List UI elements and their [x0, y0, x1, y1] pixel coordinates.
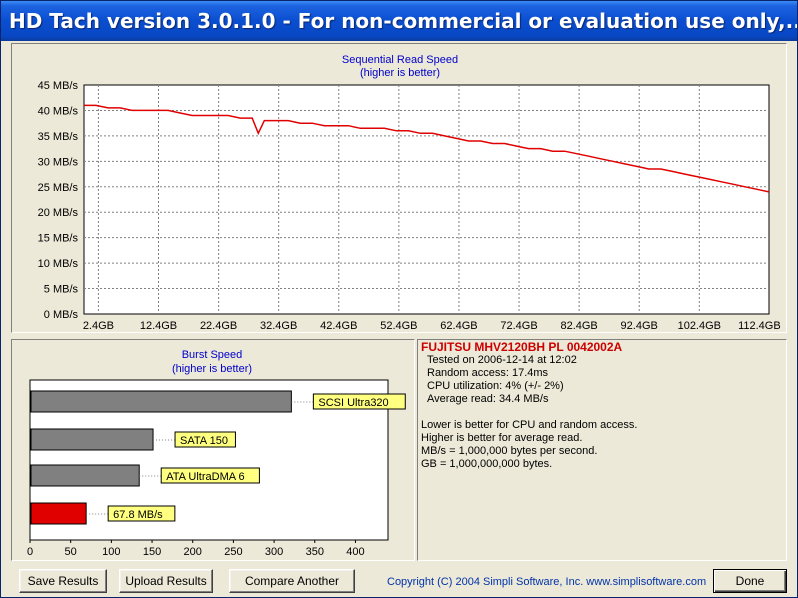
- save-results-label: Save Results: [27, 574, 99, 588]
- save-results-button[interactable]: Save Results: [19, 569, 107, 593]
- burst-label-box: [107, 505, 176, 522]
- burst-x-tick-label: 50: [65, 546, 77, 558]
- sequential-chart-subtitle: (higher is better): [360, 67, 440, 79]
- cpu-utilization: CPU utilization: 4% (+/- 2%): [427, 380, 564, 392]
- sequential-x-tick-label: 22.4GB: [200, 320, 237, 332]
- note-gb-definition: GB = 1,000,000,000 bytes.: [421, 458, 553, 470]
- sequential-x-tick-label: 72.4GB: [500, 320, 537, 332]
- sequential-x-tick-label: 112.4GB: [738, 320, 781, 332]
- burst-x-tick-label: 250: [224, 546, 242, 558]
- burst-bar-label: ATA UltraDMA 6: [166, 471, 244, 483]
- sequential-plot-area: [83, 84, 770, 315]
- sequential-y-tick-label: 30 MB/s: [38, 156, 79, 168]
- results-info-panel: [417, 339, 787, 561]
- burst-bar: [30, 428, 154, 451]
- upload-results-button[interactable]: Upload Results: [119, 569, 213, 593]
- burst-bar: [30, 464, 140, 487]
- burst-label-box: [160, 467, 260, 484]
- burst-bar-label: SATA 150: [180, 435, 228, 447]
- sequential-read-panel: Sequential Read Speed (higher is better) 4…: [11, 43, 787, 333]
- burst-bar: [30, 390, 292, 413]
- burst-x-tick-label: 0: [27, 546, 33, 558]
- note-higher-better: Higher is better for average read.: [421, 432, 583, 444]
- average-read: Average read: 34.4 MB/s: [427, 393, 549, 405]
- sequential-x-tick-label: 42.4GB: [320, 320, 357, 332]
- compare-another-drive-label: Compare Another Drive: [244, 574, 340, 597]
- sequential-x-tick-label: 2.4GB: [83, 320, 114, 332]
- burst-speed-panel: Burst Speed (higher is better) 0 50 100 150 20…: [11, 339, 415, 561]
- copyright-link[interactable]: Copyright (C) 2004 Simpli Software, Inc.…: [387, 576, 707, 588]
- results-info: FUJITSU MHV2120BH PL 0042002A Tested on …: [421, 340, 783, 471]
- sequential-x-tick-label: 92.4GB: [621, 320, 658, 332]
- sequential-x-tick-label: 52.4GB: [380, 320, 417, 332]
- burst-x-tick-label: 350: [306, 546, 324, 558]
- burst-chart-subtitle: (higher is better): [172, 363, 252, 375]
- done-label: Done: [735, 574, 765, 588]
- upload-results-label: Upload Results: [125, 574, 207, 588]
- sequential-x-tick-label: 32.4GB: [260, 320, 297, 332]
- sequential-y-tick-label: 35 MB/s: [38, 131, 79, 143]
- sequential-y-tick-label: 25 MB/s: [38, 182, 79, 194]
- window-title[interactable]: HD Tach version 3.0.1.0 - For non-commer…: [1, 1, 797, 41]
- burst-x-tick-label: 300: [265, 546, 283, 558]
- burst-bar: [30, 502, 87, 525]
- burst-speed-chart: Burst Speed (higher is better) 0 50 100 150 20…: [27, 349, 406, 558]
- sequential-y-tick-label: 20 MB/s: [38, 207, 79, 219]
- burst-bar-label: SCSI Ultra320: [318, 397, 388, 409]
- sequential-y-tick-label: 40 MB/s: [38, 105, 79, 117]
- burst-label-box: [174, 431, 236, 448]
- sequential-x-tick-label: 82.4GB: [560, 320, 597, 332]
- sequential-x-tick-label: 102.4GB: [678, 320, 721, 332]
- sequential-read-series: [84, 104, 770, 193]
- burst-x-tick-label: 200: [184, 546, 202, 558]
- sequential-chart-title: Sequential Read Speed: [342, 54, 458, 66]
- sequential-y-tick-label: 15 MB/s: [38, 233, 79, 245]
- random-access: Random access: 17.4ms: [427, 367, 549, 379]
- burst-x-tick-label: 150: [143, 546, 161, 558]
- burst-bar-label: 67.8 MB/s: [113, 509, 163, 521]
- note-lower-better: Lower is better for CPU and random acces…: [421, 419, 638, 431]
- burst-x-tick-label: 100: [102, 546, 120, 558]
- note-mbs-definition: MB/s = 1,000,000 bytes per second.: [421, 445, 598, 457]
- burst-label-box: [312, 393, 406, 410]
- compare-another-drive-button[interactable]: Compare Another Drive: [229, 569, 355, 597]
- sequential-y-tick-label: 5 MB/s: [44, 284, 79, 296]
- drive-name: FUJITSU MHV2120BH PL 0042002A: [421, 340, 623, 354]
- sequential-x-tick-label: 62.4GB: [440, 320, 477, 332]
- tested-date: Tested on 2006-12-14 at 12:02: [427, 354, 577, 366]
- sequential-y-tick-label: 45 MB/s: [38, 80, 79, 92]
- sequential-y-tick-label: 10 MB/s: [38, 258, 79, 270]
- sequential-read-chart: Sequential Read Speed(higher is better) 4…: [38, 54, 781, 332]
- burst-x-tick-label: 400: [346, 546, 364, 558]
- sequential-x-tick-label: 12.4GB: [140, 320, 177, 332]
- sequential-y-tick-label: 0 MB/s: [44, 309, 79, 321]
- burst-chart-title: Burst Speed: [182, 349, 243, 361]
- done-button[interactable]: Done: [713, 569, 787, 593]
